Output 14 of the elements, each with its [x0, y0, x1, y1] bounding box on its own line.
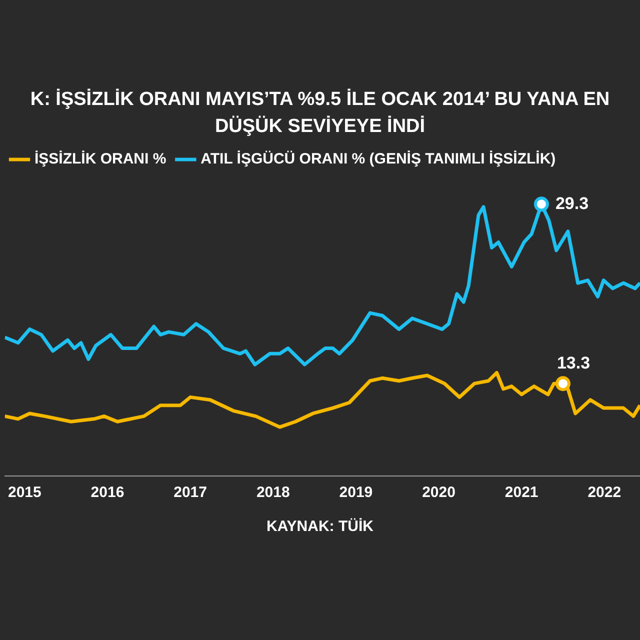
legend-label: İŞSİZLİK ORANI % — [34, 150, 166, 168]
annotation: 29.3 — [555, 194, 589, 213]
x-tick-label: 2019 — [339, 484, 373, 502]
x-tick-label: 2016 — [90, 484, 124, 502]
x-tick-label: 2018 — [256, 484, 290, 502]
annotation: 13.3 — [556, 353, 590, 372]
x-tick-label: 2020 — [422, 484, 456, 502]
text: KAYNAK: TÜİK — [266, 518, 374, 535]
chart-title: K: İŞSİZLİK ORANI MAYIS’TA %9.5 İLE OCAK 2014’ BU YANA EN DÜŞÜK SEVİYEYE İNDİ — [29, 88, 611, 139]
x-tick-label: 2017 — [174, 484, 207, 502]
x-tick-label: 2015 — [8, 484, 42, 502]
x-tick-label: 2022 — [588, 484, 622, 502]
legend-label: ATIL İŞGÜCÜ ORANI % (GENİŞ TANIMLI İŞSİZLİK) — [200, 150, 556, 168]
x-tick-label: 2021 — [504, 484, 538, 502]
